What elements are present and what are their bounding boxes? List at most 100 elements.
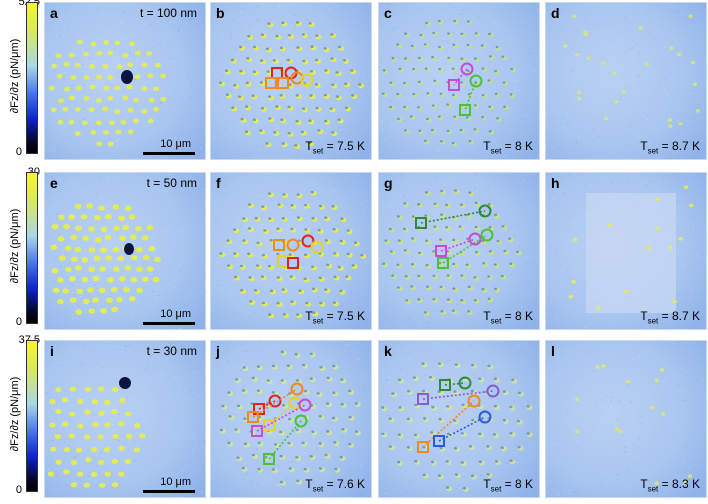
vortex-shadow: [452, 43, 456, 46]
vortex-shadow: [240, 288, 244, 292]
vortex-shadow: [287, 441, 291, 445]
scale-bar-label: 10 μm: [160, 138, 191, 150]
vortex-shadow: [493, 377, 498, 381]
vortex-shadow: [259, 81, 263, 84]
vortex-shadow: [287, 131, 291, 135]
vortex-shadow: [309, 352, 313, 356]
vortex-shadow: [460, 32, 464, 35]
vortex: [96, 50, 103, 56]
panel-i: i t = 30 nm 10 μm: [44, 340, 206, 498]
vortex-shadow: [335, 71, 339, 74]
vortex-shadow: [332, 227, 336, 231]
vortex-shadow: [460, 431, 464, 435]
vortex-shadow: [301, 33, 306, 36]
vortex: [80, 214, 88, 220]
vortex-shadow: [414, 459, 418, 463]
noise-texture: [550, 4, 706, 156]
vortex-shadow: [473, 128, 477, 131]
vortex-shadow: [309, 94, 313, 97]
vortex: [112, 204, 120, 210]
vortex-shadow: [465, 116, 469, 119]
vortex-shadow: [473, 276, 477, 279]
vortex-shadow: [276, 276, 280, 279]
vortex: [88, 226, 95, 232]
vortex-shadow: [255, 264, 260, 267]
vortex: [614, 427, 620, 431]
vortex: [81, 276, 89, 283]
vortex-shadow: [494, 287, 498, 291]
tracked-vortex-square: [263, 453, 275, 465]
vortex-sparse: [563, 14, 701, 128]
vortex-shadow: [280, 350, 285, 354]
vortex-shadow: [433, 202, 437, 206]
vortex-shadow: [326, 430, 330, 433]
vortex: [613, 99, 619, 104]
vortex-shadow: [426, 285, 430, 288]
vortex-shadow: [276, 301, 280, 305]
vortex: [152, 276, 160, 283]
vortex-shadow: [340, 217, 344, 221]
vortex-shadow: [389, 250, 393, 253]
mfm-image: [211, 341, 371, 497]
vortex: [160, 73, 167, 79]
vortex-shadow: [318, 442, 322, 445]
vortex: [62, 421, 69, 427]
vortex-shadow: [417, 298, 421, 301]
vortex-lattice: [382, 189, 522, 316]
vortex-shadow: [447, 56, 451, 60]
vortex-shadow: [526, 405, 530, 408]
vortex: [84, 409, 91, 415]
vortex: [104, 471, 111, 477]
vortex: [69, 297, 77, 303]
vortex: [571, 279, 576, 284]
vortex: [611, 71, 617, 76]
vortex-shadow: [316, 392, 320, 395]
vortex-shadow: [288, 83, 292, 87]
vortex-shadow: [440, 310, 444, 313]
vortex: [683, 481, 688, 485]
vortex: [125, 411, 132, 417]
vortex: [638, 25, 643, 30]
vortex: [116, 64, 123, 70]
vortex-shadow: [406, 446, 411, 449]
vortex: [63, 469, 70, 475]
vortex-shadow: [500, 446, 504, 450]
vortex: [71, 256, 78, 262]
panel-b: b Tset = 7.5 K: [210, 2, 372, 160]
vortex-shadow: [330, 33, 334, 36]
panel-f: f Tset = 7.5 K: [210, 172, 372, 330]
vortex: [668, 124, 673, 128]
vortex-shadow: [314, 58, 319, 62]
vortex-lattice: [50, 203, 161, 315]
vortex-shadow: [304, 228, 308, 231]
vortex-shadow: [487, 297, 491, 301]
vortex: [141, 62, 148, 68]
vortex-shadow: [466, 69, 470, 73]
vortex-shadow: [323, 47, 327, 50]
vortex: [48, 85, 55, 91]
vortex-shadow: [338, 45, 342, 49]
vortex-shadow: [487, 79, 491, 82]
vortex-shadow: [260, 275, 265, 279]
vortex-shadow: [319, 301, 323, 305]
panel-letter: l: [551, 343, 555, 359]
vortex: [112, 266, 120, 272]
vortex-shadow: [407, 389, 411, 393]
vortex-shadow: [488, 130, 492, 133]
vortex: [76, 471, 84, 477]
tracked-vortex-square: [263, 419, 275, 431]
vortex-shadow: [290, 203, 294, 207]
vortex: [62, 106, 69, 112]
vortex-shadow: [266, 379, 270, 382]
vortex: [47, 471, 55, 477]
vortex-shadow: [315, 106, 319, 110]
vortex: [574, 397, 580, 402]
vortex: [87, 287, 94, 293]
vortex: [68, 433, 75, 439]
vortex-shadow: [245, 81, 249, 85]
vortex-shadow: [421, 389, 426, 393]
mfm-image: [546, 341, 706, 497]
vortex-shadow: [226, 264, 231, 267]
vortex-shadow: [266, 70, 270, 74]
vortex-shadow: [453, 390, 457, 393]
